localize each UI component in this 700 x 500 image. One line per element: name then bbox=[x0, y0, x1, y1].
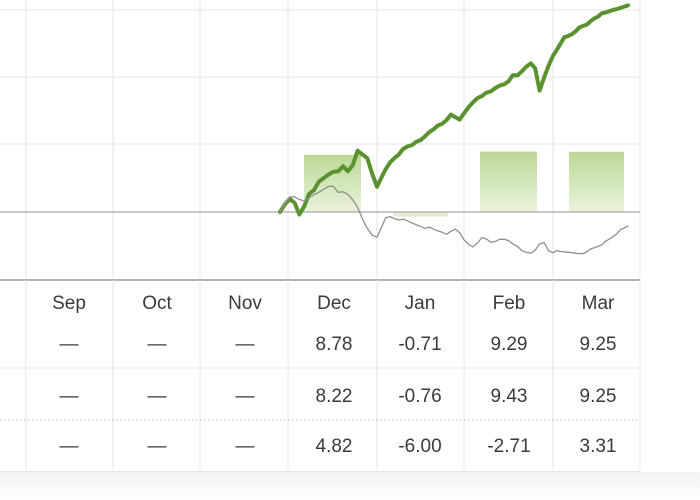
table-cell-r1-sep: — bbox=[60, 386, 79, 407]
table-cell-r2-dec: 4.82 bbox=[316, 436, 353, 457]
monthly-bars bbox=[304, 151, 624, 217]
table-cell-r0-jan: -0.71 bbox=[398, 334, 441, 355]
x-tick-label-nov: Nov bbox=[228, 293, 262, 314]
returns-table: Sep Oct Nov Dec Jan Feb Mar — — — 8.78 -0.71 9.29 9.2… bbox=[0, 279, 641, 473]
table-cell-r0-sep: — bbox=[60, 334, 79, 355]
x-tick-label-oct: Oct bbox=[142, 293, 172, 314]
table-cell-r2-sep: — bbox=[60, 436, 79, 457]
table-cell-r1-feb: 9.43 bbox=[491, 386, 528, 407]
bar-jan bbox=[393, 212, 448, 217]
table-cell-r0-nov: — bbox=[236, 334, 255, 355]
table-cell-r1-mar: 9.25 bbox=[580, 386, 617, 407]
x-tick-label-mar: Mar bbox=[582, 293, 615, 314]
x-tick-label-jan: Jan bbox=[405, 293, 436, 314]
table-cell-r2-feb: -2.71 bbox=[487, 436, 530, 457]
table-cell-r2-nov: — bbox=[236, 436, 255, 457]
series-lines bbox=[278, 3, 630, 255]
fund-series-line bbox=[278, 3, 630, 217]
table-cell-r0-mar: 9.25 bbox=[580, 334, 617, 355]
table-cell-r1-nov: — bbox=[236, 386, 255, 407]
table-cell-r2-oct: — bbox=[148, 436, 167, 457]
x-tick-label-sep: Sep bbox=[52, 293, 86, 314]
table-cell-r1-oct: — bbox=[148, 386, 167, 407]
table-cell-r0-feb: 9.29 bbox=[491, 334, 528, 355]
bar-mar bbox=[569, 151, 624, 212]
table-cell-r1-jan: -0.76 bbox=[398, 386, 441, 407]
x-tick-label-dec: Dec bbox=[317, 293, 351, 314]
benchmark-series-line bbox=[279, 185, 629, 255]
bar-feb bbox=[480, 151, 537, 212]
x-tick-label-feb: Feb bbox=[493, 293, 526, 314]
table-cell-r0-dec: 8.78 bbox=[316, 334, 353, 355]
table-cell-r2-jan: -6.00 bbox=[398, 436, 441, 457]
chart-grid bbox=[0, 0, 641, 278]
table-cell-r0-oct: — bbox=[148, 334, 167, 355]
table-cell-r2-mar: 3.31 bbox=[580, 436, 617, 457]
bottom-fade bbox=[0, 472, 700, 500]
table-cell-r1-dec: 8.22 bbox=[316, 386, 353, 407]
